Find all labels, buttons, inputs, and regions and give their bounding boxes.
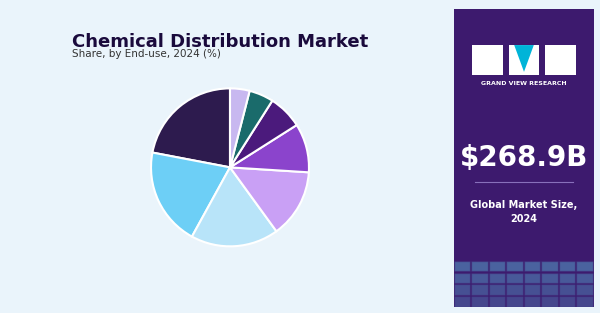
Text: Global Market Size,
2024: Global Market Size, 2024 [470,200,578,223]
FancyBboxPatch shape [545,45,576,75]
FancyBboxPatch shape [472,45,503,75]
FancyBboxPatch shape [541,296,557,307]
FancyBboxPatch shape [577,273,593,283]
FancyBboxPatch shape [454,273,470,283]
Wedge shape [192,167,277,246]
Text: $268.9B: $268.9B [460,144,588,172]
FancyBboxPatch shape [454,9,594,307]
FancyBboxPatch shape [454,261,470,271]
FancyBboxPatch shape [524,296,540,307]
Text: Share, by End-use, 2024 (%): Share, by End-use, 2024 (%) [72,49,221,59]
FancyBboxPatch shape [506,273,523,283]
FancyBboxPatch shape [489,296,505,307]
Wedge shape [151,152,230,237]
Text: Chemical Distribution Market: Chemical Distribution Market [72,33,368,51]
FancyBboxPatch shape [506,285,523,295]
FancyBboxPatch shape [541,273,557,283]
FancyBboxPatch shape [509,45,539,75]
FancyBboxPatch shape [559,261,575,271]
Wedge shape [152,88,230,167]
FancyBboxPatch shape [472,261,488,271]
Wedge shape [230,101,296,167]
FancyBboxPatch shape [559,273,575,283]
FancyBboxPatch shape [559,285,575,295]
Wedge shape [230,125,309,172]
FancyBboxPatch shape [489,261,505,271]
FancyBboxPatch shape [577,285,593,295]
FancyBboxPatch shape [472,285,488,295]
Wedge shape [230,167,309,231]
FancyBboxPatch shape [454,285,470,295]
FancyBboxPatch shape [506,296,523,307]
FancyBboxPatch shape [541,261,557,271]
Polygon shape [514,45,534,72]
FancyBboxPatch shape [524,273,540,283]
FancyBboxPatch shape [489,285,505,295]
FancyBboxPatch shape [506,261,523,271]
FancyBboxPatch shape [454,296,470,307]
FancyBboxPatch shape [524,261,540,271]
FancyBboxPatch shape [559,296,575,307]
FancyBboxPatch shape [489,273,505,283]
FancyBboxPatch shape [472,296,488,307]
Wedge shape [230,88,250,167]
Text: GRAND VIEW RESEARCH: GRAND VIEW RESEARCH [481,81,567,86]
FancyBboxPatch shape [524,285,540,295]
FancyBboxPatch shape [577,261,593,271]
FancyBboxPatch shape [541,285,557,295]
FancyBboxPatch shape [577,296,593,307]
Wedge shape [230,91,272,167]
FancyBboxPatch shape [472,273,488,283]
